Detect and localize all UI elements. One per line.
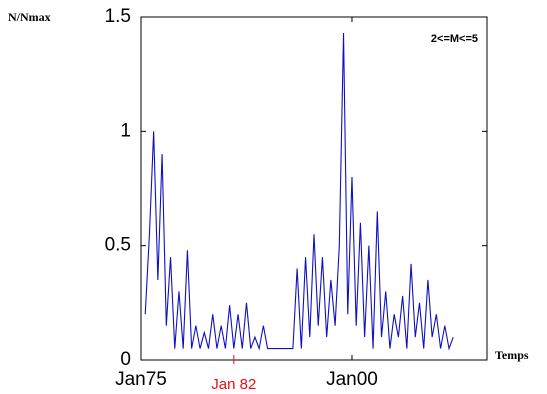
- annotation-text: Jan 82: [211, 376, 256, 393]
- y-axis-label: N/Nmax: [8, 10, 51, 24]
- plot-frame: [140, 16, 488, 361]
- y-tick-label: 0: [120, 349, 131, 370]
- x-tick-label: Jan75: [115, 369, 167, 390]
- data-line: [144, 32, 454, 351]
- x-axis-label: Temps: [495, 348, 529, 362]
- y-tick-label: 0.5: [105, 235, 131, 256]
- y-tick-label: 1.5: [105, 6, 131, 27]
- x-tick-label: Jan00: [326, 369, 378, 390]
- legend-text: 2<=M<=5: [431, 33, 478, 45]
- y-tick-label: 1: [120, 120, 131, 141]
